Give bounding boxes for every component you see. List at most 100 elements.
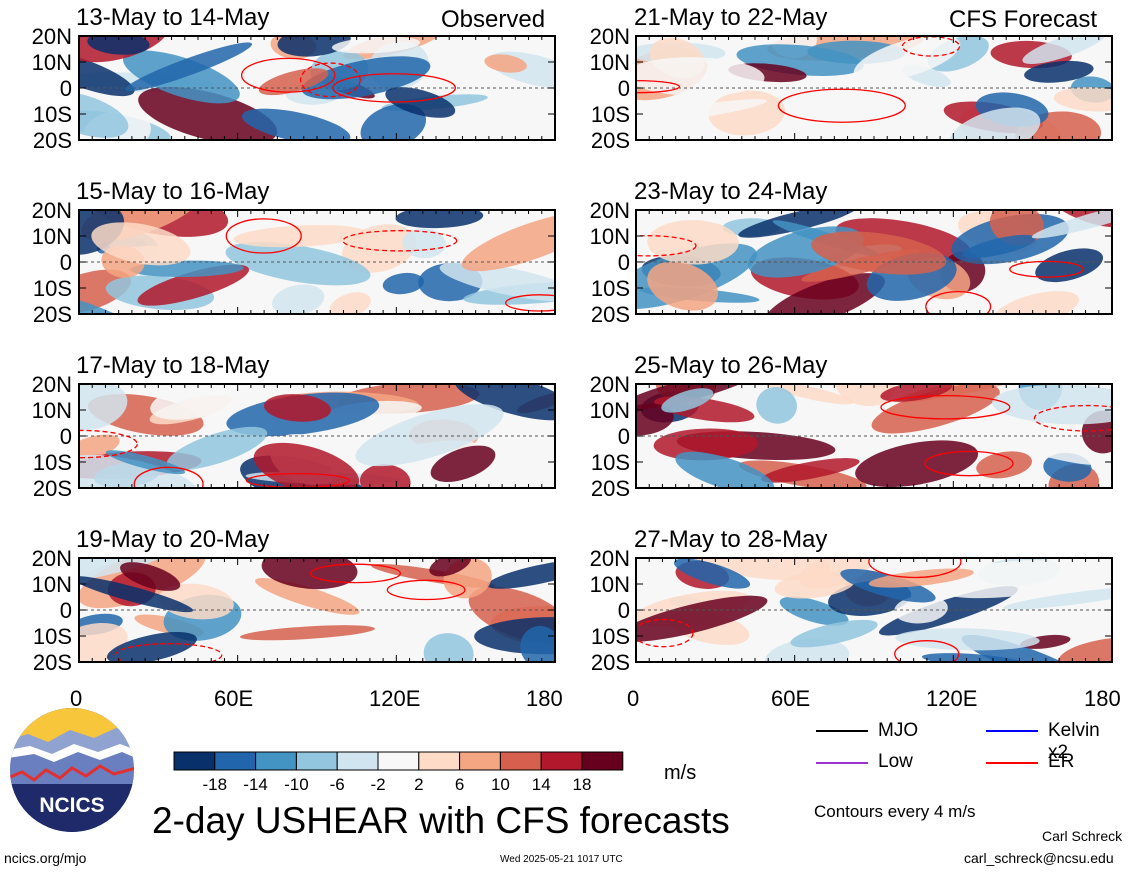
colorbar-label: -6 [330, 775, 345, 794]
shear-anomaly-blob [79, 434, 120, 461]
x-tick-right-120e: 120E [926, 686, 978, 711]
er-contour [386, 579, 466, 601]
panel-title-left-2: 15-May to 16-May [76, 178, 270, 205]
shear-anomaly-blob [79, 558, 175, 584]
er-contour [777, 88, 906, 123]
y-tick-label: 10N [31, 50, 72, 75]
shear-anomaly-blob [150, 384, 246, 420]
shear-anomaly-blob [675, 451, 775, 488]
er-contour [133, 466, 204, 488]
colorbar-swatch [173, 751, 216, 771]
er-contour [505, 294, 555, 312]
x-tick-left-120e: 120E [369, 686, 421, 711]
shear-anomaly-blob [921, 653, 1027, 662]
shear-anomaly-blob [106, 632, 197, 662]
panel-title-right-1: 21-May to 22-May [634, 4, 828, 31]
footer-url[interactable]: ncics.org/mjo [4, 850, 87, 866]
y-tick-label: 0 [59, 598, 72, 623]
er-contour [342, 230, 458, 252]
colorbar-swatch [255, 751, 297, 771]
shear-anomaly-blob [661, 388, 714, 413]
shear-anomaly-blob [382, 272, 425, 295]
y-tick-label: 0 [59, 76, 72, 101]
map-panel [635, 209, 1113, 315]
shear-anomaly-blob [120, 562, 181, 591]
y-tick-label: 20N [589, 24, 630, 49]
map-panel [78, 209, 556, 315]
er-contour [114, 643, 223, 662]
shear-anomaly-blob [1035, 248, 1104, 283]
shear-anomaly-blob [764, 273, 885, 314]
y-tick-label: 0 [617, 424, 630, 449]
shear-anomaly-blob [636, 403, 674, 436]
colorbar-swatch [377, 751, 420, 771]
shear-anomaly-blob [359, 464, 411, 488]
x-tick-left-180: 180 [526, 686, 563, 711]
y-tick-label: 10N [589, 398, 630, 423]
map-panel [635, 35, 1113, 141]
shear-anomaly-blob [137, 264, 250, 306]
shear-anomaly-blob [461, 211, 555, 272]
er-contour [925, 290, 992, 314]
legend-label-kelvin: Kelvin x2 [1048, 720, 1100, 763]
shear-anomaly-blob [395, 210, 484, 229]
shear-anomaly-blob [946, 419, 1097, 465]
shear-anomaly-blob [239, 625, 375, 641]
shear-anomaly-blob [166, 426, 268, 471]
y-tick-label: 20S [32, 128, 72, 153]
y-tick-label: 20N [31, 372, 72, 397]
shear-anomaly-blob [258, 68, 329, 96]
shear-anomaly-blob [761, 458, 860, 483]
y-tick-label: 10S [32, 450, 72, 475]
colorbar-label: -10 [284, 775, 309, 794]
shear-anomaly-blob [79, 576, 194, 613]
shear-anomaly-blob [385, 87, 456, 118]
colorbar-swatch [499, 751, 542, 771]
legend: MJO Kelvin x2 Low ER [816, 716, 1116, 786]
cfs-forecast-label: CFS Forecast [949, 6, 1098, 33]
shear-anomaly-blob [79, 291, 136, 314]
shear-anomaly-blob [1057, 637, 1112, 662]
er-contour [225, 218, 302, 254]
shear-anomaly-blob [774, 570, 856, 599]
shear-anomaly-blob [79, 50, 135, 97]
er-contour [310, 563, 402, 584]
y-tick-label: 20N [31, 198, 72, 223]
er-contour [880, 394, 1011, 420]
shear-anomaly-blob [253, 442, 360, 488]
er-contour [636, 618, 694, 648]
map-panel [635, 557, 1113, 663]
shear-anomaly-blob [272, 284, 325, 314]
shear-anomaly-blob [738, 210, 858, 238]
colorbar-swatch [336, 751, 379, 771]
y-tick-label: 20S [590, 302, 630, 327]
colorbar-swatch [418, 751, 461, 771]
colorbar-swatch [540, 751, 583, 771]
shear-anomaly-blob [423, 633, 474, 662]
er-contour [299, 62, 361, 98]
shear-anomaly-blob [673, 558, 751, 589]
shear-anomaly-blob [79, 384, 128, 431]
shear-anomaly-blob [647, 220, 739, 265]
shear-anomaly-blob [487, 559, 555, 589]
shear-anomaly-blob [992, 291, 1080, 314]
colorbar-label: -2 [370, 775, 385, 794]
colorbar-swatch [459, 751, 501, 771]
colorbar-label: 2 [414, 775, 423, 794]
y-tick-label: 10S [590, 450, 630, 475]
y-tick-label: 20S [32, 302, 72, 327]
map-panel [78, 35, 556, 141]
shear-anomaly-blob [949, 107, 1041, 140]
map-panel [78, 383, 556, 489]
colorbar-swatch [214, 751, 257, 771]
er-contour [868, 558, 962, 579]
shear-anomaly-blob [735, 110, 867, 140]
y-tick-label: 10N [589, 572, 630, 597]
footer-email[interactable]: carl_schreck@ncsu.edu [964, 850, 1114, 866]
y-tick-label: 20N [589, 372, 630, 397]
shear-anomaly-blob [880, 384, 953, 402]
contour-note: Contours every 4 m/s [814, 802, 976, 821]
colorbar-label: 6 [455, 775, 464, 794]
panel-title-right-4: 27-May to 28-May [634, 526, 828, 553]
shear-anomaly-blob [636, 57, 765, 97]
